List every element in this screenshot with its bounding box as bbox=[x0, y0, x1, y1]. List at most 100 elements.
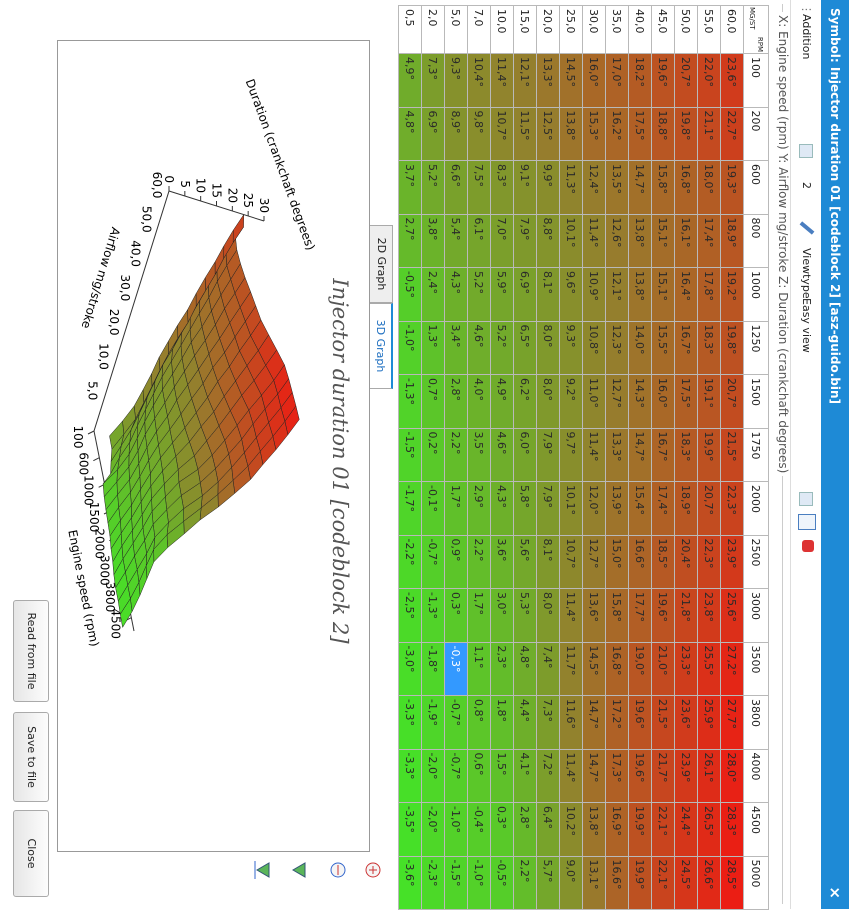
value-cell[interactable]: 8,0° bbox=[536, 588, 560, 642]
value-cell[interactable]: 0,7° bbox=[421, 374, 445, 428]
spin-value[interactable]: 2 bbox=[800, 182, 813, 189]
value-cell[interactable]: -1,0° bbox=[398, 321, 422, 375]
value-cell[interactable]: 8,8° bbox=[536, 214, 560, 268]
value-cell[interactable]: 24,5° bbox=[674, 856, 698, 910]
value-cell[interactable]: 12,5° bbox=[536, 107, 560, 161]
value-cell[interactable]: 1,8° bbox=[490, 695, 514, 749]
value-cell[interactable]: 13,9° bbox=[605, 481, 629, 535]
value-cell[interactable]: 22,1° bbox=[651, 802, 675, 856]
value-cell[interactable]: 19,6° bbox=[628, 695, 652, 749]
value-cell[interactable]: 4,8° bbox=[398, 107, 422, 161]
value-cell[interactable]: 8,1° bbox=[536, 267, 560, 321]
value-cell[interactable]: 9,0° bbox=[559, 856, 583, 910]
value-cell[interactable]: 22,3° bbox=[697, 535, 721, 589]
value-cell[interactable]: 15,8° bbox=[651, 160, 675, 214]
zoom-icon[interactable] bbox=[365, 862, 381, 878]
value-cell[interactable]: 13,8° bbox=[628, 214, 652, 268]
value-cell[interactable]: 4,4° bbox=[513, 695, 537, 749]
value-cell[interactable]: 4,3° bbox=[490, 481, 514, 535]
value-cell[interactable]: 9,3° bbox=[559, 321, 583, 375]
value-cell[interactable]: 19,1° bbox=[697, 374, 721, 428]
value-cell[interactable]: 23,3° bbox=[674, 642, 698, 696]
value-cell[interactable]: 3,4° bbox=[444, 321, 468, 375]
value-cell[interactable]: 17,4° bbox=[651, 481, 675, 535]
value-cell[interactable]: 6,9° bbox=[513, 267, 537, 321]
value-cell[interactable]: 27,2° bbox=[720, 642, 744, 696]
value-cell[interactable]: 14,7° bbox=[628, 428, 652, 482]
value-cell[interactable]: 10,7° bbox=[490, 107, 514, 161]
value-cell[interactable]: 21,1° bbox=[697, 107, 721, 161]
value-cell[interactable]: -3,0° bbox=[398, 642, 422, 696]
value-cell[interactable]: 2,3° bbox=[490, 642, 514, 696]
value-cell[interactable]: 23,9° bbox=[674, 749, 698, 803]
value-cell[interactable]: 13,8° bbox=[582, 802, 606, 856]
value-cell[interactable]: 20,7° bbox=[697, 481, 721, 535]
value-cell[interactable]: 16,6° bbox=[628, 535, 652, 589]
value-cell[interactable]: 13,3° bbox=[536, 53, 560, 107]
value-cell[interactable]: 8,0° bbox=[536, 374, 560, 428]
value-cell[interactable]: 18,5° bbox=[651, 535, 675, 589]
value-cell[interactable]: 12,3° bbox=[605, 321, 629, 375]
value-cell[interactable]: 19,6° bbox=[651, 53, 675, 107]
value-cell[interactable]: 20,7° bbox=[674, 53, 698, 107]
value-cell[interactable]: 20,7° bbox=[720, 374, 744, 428]
value-cell[interactable]: 16,7° bbox=[651, 428, 675, 482]
value-cell[interactable]: 4,3° bbox=[444, 267, 468, 321]
value-cell[interactable]: 18,8° bbox=[651, 107, 675, 161]
value-cell[interactable]: 0,3° bbox=[444, 588, 468, 642]
value-cell[interactable]: 12,4° bbox=[582, 160, 606, 214]
value-cell[interactable]: 18,2° bbox=[628, 53, 652, 107]
value-cell[interactable]: 9,3° bbox=[444, 53, 468, 107]
value-cell[interactable]: -2,5° bbox=[398, 588, 422, 642]
value-cell[interactable]: 7,5° bbox=[467, 160, 491, 214]
value-cell[interactable]: 0,3° bbox=[490, 802, 514, 856]
value-cell[interactable]: 15,0° bbox=[605, 535, 629, 589]
value-cell[interactable]: 27,7° bbox=[720, 695, 744, 749]
value-cell[interactable]: 26,1° bbox=[697, 749, 721, 803]
value-cell[interactable]: 7,0° bbox=[490, 214, 514, 268]
value-cell[interactable]: 17,3° bbox=[605, 749, 629, 803]
value-cell[interactable]: 7,2° bbox=[536, 749, 560, 803]
value-cell[interactable]: -3,3° bbox=[398, 695, 422, 749]
value-cell[interactable]: 16,2° bbox=[605, 107, 629, 161]
value-cell[interactable]: 17,8° bbox=[697, 267, 721, 321]
value-cell[interactable]: 11,4° bbox=[559, 749, 583, 803]
value-cell[interactable]: 2,8° bbox=[444, 374, 468, 428]
value-cell[interactable]: 19,6° bbox=[651, 588, 675, 642]
value-cell[interactable]: 1,7° bbox=[444, 481, 468, 535]
value-cell[interactable]: 11,0° bbox=[582, 374, 606, 428]
value-cell[interactable]: 12,0° bbox=[582, 481, 606, 535]
value-cell[interactable]: 11,5° bbox=[513, 107, 537, 161]
dropdown[interactable] bbox=[799, 492, 813, 506]
value-cell[interactable]: 5,3° bbox=[513, 588, 537, 642]
value-cell[interactable]: 11,3° bbox=[559, 160, 583, 214]
value-cell[interactable]: 3,0° bbox=[490, 588, 514, 642]
value-cell[interactable]: 10,2° bbox=[559, 802, 583, 856]
tab[interactable]: 3D Graph bbox=[369, 303, 393, 389]
value-cell[interactable]: -0,7° bbox=[444, 695, 468, 749]
value-cell[interactable]: 10,1° bbox=[559, 214, 583, 268]
value-cell[interactable]: 18,3° bbox=[674, 428, 698, 482]
value-cell[interactable]: 8,1° bbox=[536, 535, 560, 589]
value-cell[interactable]: 23,6° bbox=[720, 53, 744, 107]
value-cell[interactable]: -0,5° bbox=[398, 267, 422, 321]
value-cell[interactable]: 2,2° bbox=[513, 856, 537, 910]
value-cell[interactable]: 12,7° bbox=[582, 535, 606, 589]
value-cell[interactable]: 15,4° bbox=[628, 481, 652, 535]
value-cell[interactable]: 6,2° bbox=[513, 374, 537, 428]
value-cell[interactable]: 8,3° bbox=[490, 160, 514, 214]
button[interactable]: Save to file bbox=[13, 712, 49, 802]
value-cell[interactable]: 18,3° bbox=[697, 321, 721, 375]
value-cell[interactable]: 7,3° bbox=[536, 695, 560, 749]
value-cell[interactable]: 7,9° bbox=[536, 481, 560, 535]
value-cell[interactable]: 0,6° bbox=[467, 749, 491, 803]
pan-icon[interactable] bbox=[292, 862, 306, 878]
value-cell[interactable]: 17,2° bbox=[605, 695, 629, 749]
value-cell[interactable]: 11,7° bbox=[559, 642, 583, 696]
value-cell[interactable]: 0,8° bbox=[467, 695, 491, 749]
value-cell[interactable]: 12,7° bbox=[605, 374, 629, 428]
value-cell[interactable]: 15,1° bbox=[651, 214, 675, 268]
value-cell[interactable]: 5,4° bbox=[444, 214, 468, 268]
value-cell[interactable]: 21,0° bbox=[651, 642, 675, 696]
value-cell[interactable]: 1,3° bbox=[421, 321, 445, 375]
